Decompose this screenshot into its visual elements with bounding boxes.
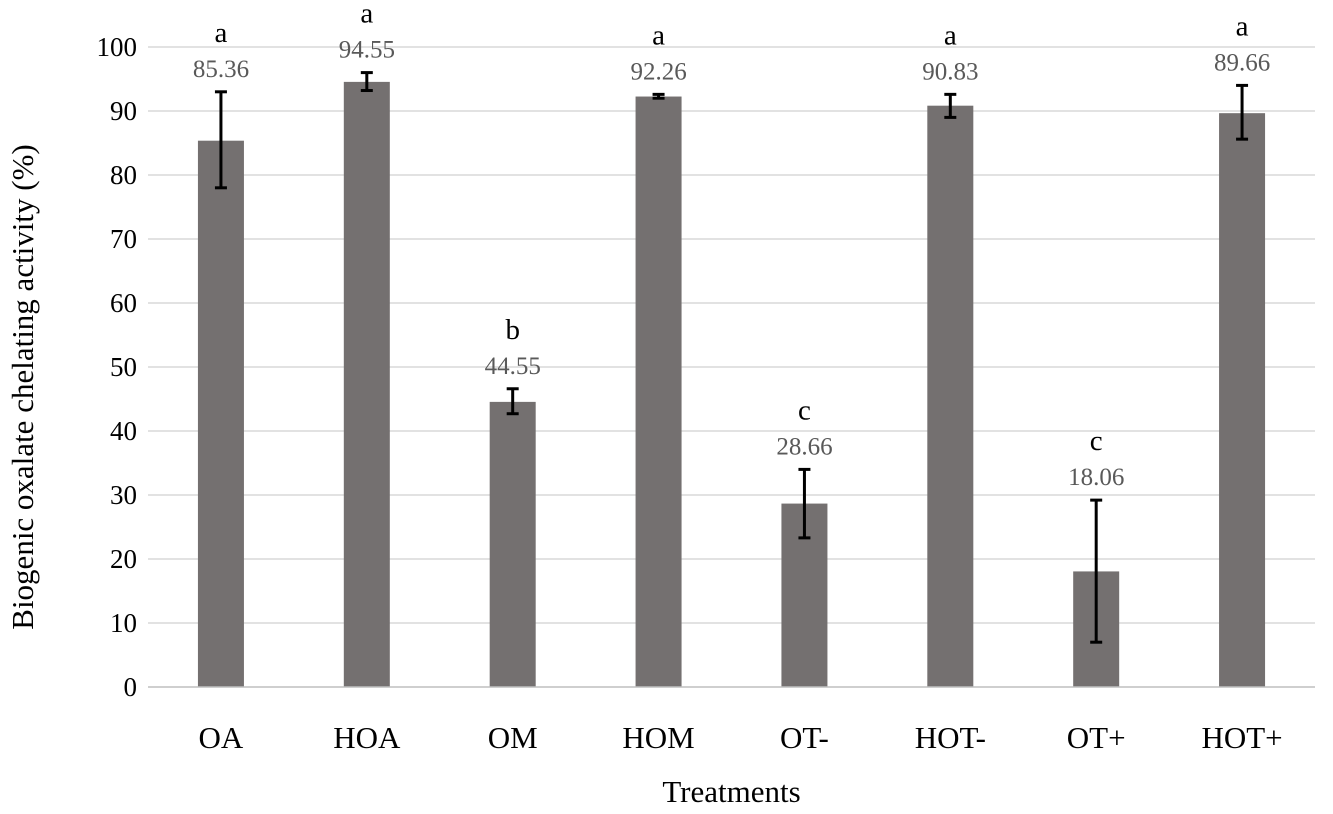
gridlines: [148, 46, 1315, 624]
error-bar: [1236, 83, 1249, 141]
x-tick-label: HOM: [622, 720, 694, 755]
y-axis-title: Biogenic oxalate chelating activity (%): [5, 144, 40, 629]
data-label: 94.55: [339, 37, 395, 64]
significance-letter: a: [1236, 10, 1249, 42]
x-tick-label: OT+: [1067, 720, 1126, 755]
x-tick-label: HOT+: [1201, 720, 1282, 755]
bar-hoa: [343, 81, 390, 687]
x-tick-label: OM: [488, 720, 538, 755]
y-tick-label: 20: [110, 544, 137, 574]
error-bars: [214, 71, 1249, 644]
error-bar: [652, 92, 665, 100]
bar-om: [489, 401, 536, 687]
error-bar: [214, 90, 227, 190]
y-tick-label: 10: [110, 608, 137, 638]
data-label: 44.55: [485, 353, 541, 380]
bars: [197, 81, 1266, 688]
bar-hom: [635, 96, 682, 687]
significance-letter: a: [652, 19, 665, 51]
error-bar: [1090, 498, 1103, 644]
error-bar: [506, 387, 519, 416]
x-tick-label: OA: [199, 720, 244, 755]
data-labels: 85.36 94.55 44.55 92.26 28.66 90.83 18.06 89.66: [193, 37, 1270, 492]
x-tick-label: HOT-: [915, 720, 986, 755]
y-tick-label: 70: [110, 224, 137, 254]
data-label: 92.26: [630, 58, 686, 85]
y-tick-label: 30: [110, 480, 137, 510]
x-tick-label: HOA: [333, 720, 401, 755]
significance-letter: a: [360, 0, 373, 30]
y-tick-label: 0: [124, 672, 138, 702]
x-axis-title: Treatments: [662, 774, 800, 809]
significance-letter: a: [944, 19, 957, 51]
significance-letter: b: [505, 314, 520, 346]
bar-oa: [197, 140, 244, 688]
error-bar: [360, 71, 373, 93]
x-tick-label: OT-: [780, 720, 829, 755]
significance-letter: a: [215, 17, 228, 49]
bar-hot-: [927, 105, 974, 688]
y-tick-label: 100: [97, 32, 138, 62]
y-tick-label: 50: [110, 352, 137, 382]
significance-letters: a a b a c a c a: [215, 0, 1249, 457]
data-label: 18.06: [1068, 464, 1124, 491]
y-axis-ticks: 0 10 20 30 40 50 60 70 80 90 100: [97, 32, 138, 702]
data-label: 89.66: [1214, 49, 1270, 76]
y-tick-label: 40: [110, 416, 137, 446]
x-axis-ticks: OA HOA OM HOM OT- HOT- OT+ HOT+: [199, 720, 1283, 755]
y-tick-label: 60: [110, 288, 137, 318]
data-label: 85.36: [193, 56, 249, 83]
y-tick-label: 90: [110, 96, 137, 126]
data-label: 90.83: [922, 58, 978, 85]
bar-hot+: [1219, 113, 1266, 687]
significance-letter: c: [1090, 425, 1103, 457]
error-bar: [798, 467, 811, 540]
significance-letter: c: [798, 394, 811, 426]
y-tick-label: 80: [110, 160, 137, 190]
error-bar: [944, 92, 957, 119]
data-label: 28.66: [776, 433, 832, 460]
